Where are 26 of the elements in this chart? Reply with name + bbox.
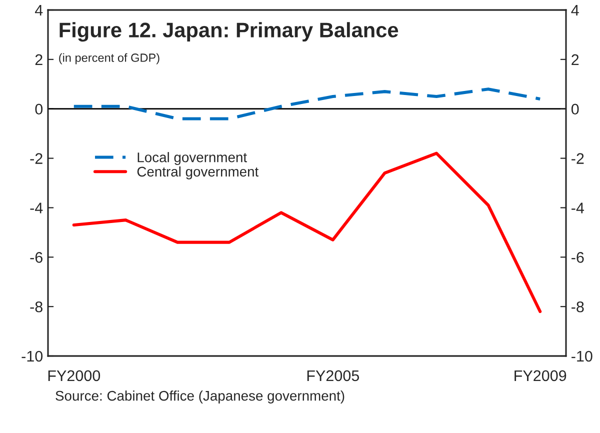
y2-tick-label: 2 — [572, 54, 579, 65]
source-note: Source: Cabinet Office (Japanese government) — [56, 390, 344, 404]
line-series — [72, 152, 542, 314]
x-tick-label: FY2005 — [307, 370, 360, 382]
y-tick-label: 0 — [35, 104, 43, 115]
y-tick-label: -8 — [30, 301, 42, 312]
y-tick-label: -10 — [22, 350, 43, 362]
text: Figure 12. Japan: Primary Balance — [60, 22, 398, 42]
legend-label: Local government — [138, 152, 247, 166]
y2-tick-label: -8 — [572, 301, 584, 312]
y2-tick-label: -6 — [572, 252, 584, 263]
y-tick-label: -6 — [30, 252, 42, 263]
y-tick-label: 2 — [35, 54, 42, 65]
x-tick-label: FY2000 — [48, 370, 100, 382]
text: (in percent of GDP) — [59, 53, 160, 64]
y-tick-label: -4 — [30, 202, 43, 214]
y2-tick-label: -2 — [572, 153, 584, 164]
y2-tick-label: 4 — [571, 5, 579, 16]
y-tick-label: 4 — [34, 5, 43, 16]
line-series — [72, 88, 542, 120]
legend-label: Central government — [137, 166, 259, 180]
x-tick-label: FY2009 — [514, 370, 566, 382]
y2-tick-label: 0 — [571, 104, 579, 115]
y2-tick-label: -10 — [572, 350, 592, 362]
y2-tick-label: -4 — [572, 202, 584, 214]
y-tick-label: -2 — [30, 153, 42, 164]
